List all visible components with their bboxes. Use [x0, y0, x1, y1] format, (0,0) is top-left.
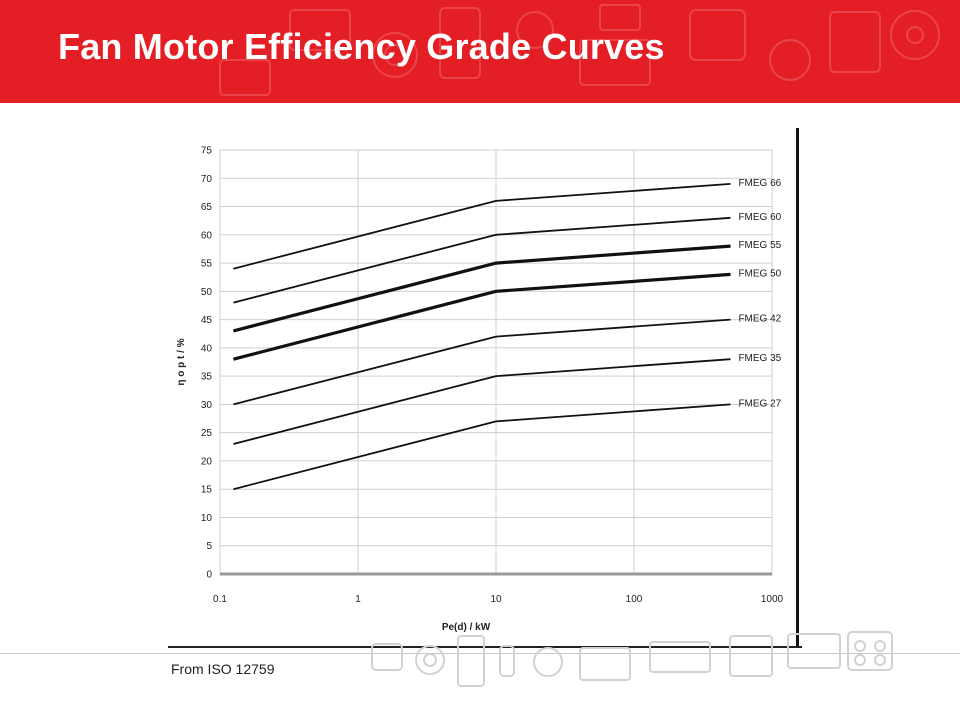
- y-tick-label: 15: [201, 485, 213, 496]
- series-line: [233, 358, 731, 445]
- source-note: From ISO 12759: [171, 661, 275, 677]
- series-label: FMEG 50: [738, 268, 781, 279]
- x-tick-label: 10: [490, 594, 502, 605]
- y-tick-label: 25: [201, 428, 213, 439]
- y-tick-label: 55: [201, 259, 213, 270]
- y-tick-label: 45: [201, 315, 213, 326]
- x-tick-label: 0.1: [213, 594, 227, 605]
- chart-right-border: [796, 128, 799, 648]
- footer-divider: [0, 653, 960, 654]
- y-tick-label: 0: [206, 570, 212, 581]
- y-tick-label: 35: [201, 372, 213, 383]
- series-line: [233, 318, 731, 406]
- x-tick-label: 1: [355, 594, 361, 605]
- x-tick-label: 100: [626, 594, 643, 605]
- series-line: [233, 183, 731, 270]
- y-tick-label: 70: [201, 174, 213, 185]
- y-tick-label: 20: [201, 456, 213, 467]
- series-label: FMEG 35: [738, 353, 781, 364]
- series-label: FMEG 27: [738, 398, 781, 409]
- y-tick-label: 65: [201, 202, 213, 213]
- y-tick-label: 30: [201, 400, 213, 411]
- y-tick-label: 50: [201, 287, 213, 298]
- y-axis-title: η o p t / %: [176, 338, 187, 385]
- efficiency-chart: 0 5 10 15 20 25 30 35 40 45 50 55 60 65 70 75 0.1 1 10 100 1…: [176, 146, 784, 634]
- series-line: [233, 244, 731, 333]
- series-label: FMEG 42: [738, 314, 781, 325]
- y-tick-label: 60: [201, 230, 213, 241]
- y-tick-label: 40: [201, 343, 213, 354]
- chart-frame: 0 5 10 15 20 25 30 35 40 45 50 55 60 65 70 75 0.1 1 10 100 1…: [168, 128, 802, 648]
- y-tick-label: 5: [206, 541, 212, 552]
- y-tick-label: 10: [201, 513, 213, 524]
- x-tick-label: 1000: [761, 594, 784, 605]
- series-label: FMEG 55: [738, 240, 781, 251]
- series-line: [232, 272, 731, 361]
- appliance-pattern-decoration: [219, 4, 940, 96]
- series-line: [233, 403, 731, 491]
- y-tick-label: 75: [201, 146, 213, 157]
- title-banner: Fan Motor Efficiency Grade Curves: [0, 0, 960, 103]
- series-label: FMEG 66: [738, 178, 781, 189]
- appliance-icons-decoration: [371, 631, 893, 687]
- slide-title: Fan Motor Efficiency Grade Curves: [58, 26, 665, 67]
- series-label: FMEG 60: [738, 212, 781, 223]
- x-axis-title: Pe(d) / kW: [442, 622, 491, 633]
